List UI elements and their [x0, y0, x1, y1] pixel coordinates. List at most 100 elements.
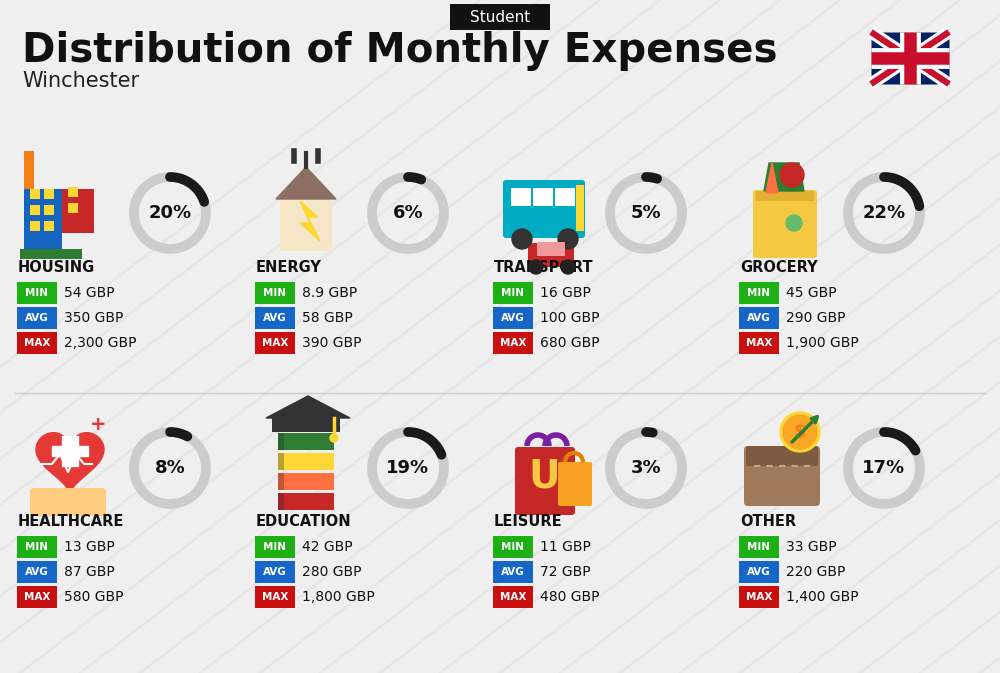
- Polygon shape: [266, 396, 350, 418]
- Polygon shape: [300, 201, 320, 241]
- FancyBboxPatch shape: [555, 188, 575, 206]
- Circle shape: [558, 229, 578, 249]
- Circle shape: [780, 412, 820, 452]
- FancyBboxPatch shape: [30, 189, 40, 199]
- FancyBboxPatch shape: [278, 473, 334, 490]
- Text: Winchester: Winchester: [22, 71, 139, 91]
- FancyBboxPatch shape: [537, 242, 565, 256]
- Text: MAX: MAX: [24, 338, 50, 348]
- Text: 5%: 5%: [631, 204, 661, 222]
- Text: 11 GBP: 11 GBP: [540, 540, 591, 554]
- FancyBboxPatch shape: [278, 493, 334, 510]
- FancyBboxPatch shape: [278, 453, 284, 470]
- Text: 480 GBP: 480 GBP: [540, 590, 600, 604]
- FancyBboxPatch shape: [44, 221, 54, 231]
- Text: 54 GBP: 54 GBP: [64, 286, 115, 300]
- FancyBboxPatch shape: [278, 473, 284, 490]
- FancyBboxPatch shape: [576, 185, 584, 231]
- FancyBboxPatch shape: [17, 332, 57, 354]
- FancyBboxPatch shape: [30, 221, 40, 231]
- Text: 3%: 3%: [631, 459, 661, 477]
- Text: TRANSPORT: TRANSPORT: [494, 260, 594, 275]
- FancyBboxPatch shape: [278, 493, 284, 510]
- Text: 20%: 20%: [148, 204, 192, 222]
- Text: 87 GBP: 87 GBP: [64, 565, 115, 579]
- Text: MIN: MIN: [26, 288, 48, 298]
- Text: U: U: [528, 457, 560, 495]
- FancyBboxPatch shape: [278, 433, 334, 450]
- Text: HOUSING: HOUSING: [18, 260, 95, 275]
- Circle shape: [512, 229, 532, 249]
- FancyBboxPatch shape: [255, 561, 295, 583]
- Polygon shape: [36, 433, 104, 494]
- FancyBboxPatch shape: [17, 536, 57, 558]
- FancyBboxPatch shape: [30, 205, 40, 215]
- FancyBboxPatch shape: [871, 32, 949, 84]
- FancyBboxPatch shape: [44, 189, 54, 199]
- FancyBboxPatch shape: [493, 536, 533, 558]
- Text: MIN: MIN: [502, 542, 524, 552]
- FancyBboxPatch shape: [533, 188, 553, 206]
- FancyBboxPatch shape: [68, 187, 78, 197]
- Text: 8.9 GBP: 8.9 GBP: [302, 286, 357, 300]
- Polygon shape: [764, 163, 804, 191]
- Text: Student: Student: [470, 9, 530, 24]
- FancyBboxPatch shape: [17, 282, 57, 304]
- Text: EDUCATION: EDUCATION: [256, 514, 352, 530]
- Text: 8%: 8%: [155, 459, 185, 477]
- Text: 220 GBP: 220 GBP: [786, 565, 845, 579]
- Text: 42 GBP: 42 GBP: [302, 540, 353, 554]
- Circle shape: [783, 415, 817, 449]
- FancyBboxPatch shape: [30, 488, 106, 516]
- Text: MAX: MAX: [500, 338, 526, 348]
- FancyBboxPatch shape: [255, 586, 295, 608]
- FancyBboxPatch shape: [511, 188, 531, 206]
- FancyBboxPatch shape: [744, 446, 820, 506]
- Polygon shape: [276, 167, 336, 199]
- Text: 19%: 19%: [386, 459, 430, 477]
- Text: 2,300 GBP: 2,300 GBP: [64, 336, 136, 350]
- FancyBboxPatch shape: [493, 307, 533, 329]
- FancyBboxPatch shape: [753, 190, 817, 258]
- FancyBboxPatch shape: [493, 586, 533, 608]
- Text: MIN: MIN: [502, 288, 524, 298]
- FancyBboxPatch shape: [756, 191, 814, 201]
- FancyBboxPatch shape: [558, 462, 592, 506]
- Text: AVG: AVG: [501, 313, 525, 323]
- FancyBboxPatch shape: [278, 453, 334, 470]
- FancyBboxPatch shape: [739, 586, 779, 608]
- Text: 1,900 GBP: 1,900 GBP: [786, 336, 859, 350]
- Text: 580 GBP: 580 GBP: [64, 590, 124, 604]
- Text: 680 GBP: 680 GBP: [540, 336, 600, 350]
- Text: 33 GBP: 33 GBP: [786, 540, 837, 554]
- Text: AVG: AVG: [501, 567, 525, 577]
- Text: AVG: AVG: [747, 313, 771, 323]
- FancyBboxPatch shape: [739, 282, 779, 304]
- Text: 58 GBP: 58 GBP: [302, 311, 353, 325]
- FancyBboxPatch shape: [515, 447, 575, 515]
- Text: ENERGY: ENERGY: [256, 260, 322, 275]
- FancyBboxPatch shape: [255, 282, 295, 304]
- FancyBboxPatch shape: [255, 307, 295, 329]
- Text: 390 GBP: 390 GBP: [302, 336, 362, 350]
- Text: $: $: [794, 423, 806, 441]
- Text: MAX: MAX: [500, 592, 526, 602]
- Circle shape: [561, 260, 575, 274]
- Text: 1,400 GBP: 1,400 GBP: [786, 590, 859, 604]
- Text: 17%: 17%: [862, 459, 906, 477]
- FancyBboxPatch shape: [20, 249, 82, 259]
- Text: AVG: AVG: [263, 313, 287, 323]
- Text: 280 GBP: 280 GBP: [302, 565, 362, 579]
- Text: 72 GBP: 72 GBP: [540, 565, 591, 579]
- FancyBboxPatch shape: [503, 180, 585, 238]
- FancyBboxPatch shape: [62, 189, 94, 233]
- FancyBboxPatch shape: [17, 307, 57, 329]
- Text: 16 GBP: 16 GBP: [540, 286, 591, 300]
- FancyBboxPatch shape: [17, 561, 57, 583]
- Text: MAX: MAX: [24, 592, 50, 602]
- FancyBboxPatch shape: [272, 418, 340, 432]
- Text: 45 GBP: 45 GBP: [786, 286, 837, 300]
- FancyBboxPatch shape: [255, 536, 295, 558]
- Text: AVG: AVG: [25, 313, 49, 323]
- Text: 100 GBP: 100 GBP: [540, 311, 600, 325]
